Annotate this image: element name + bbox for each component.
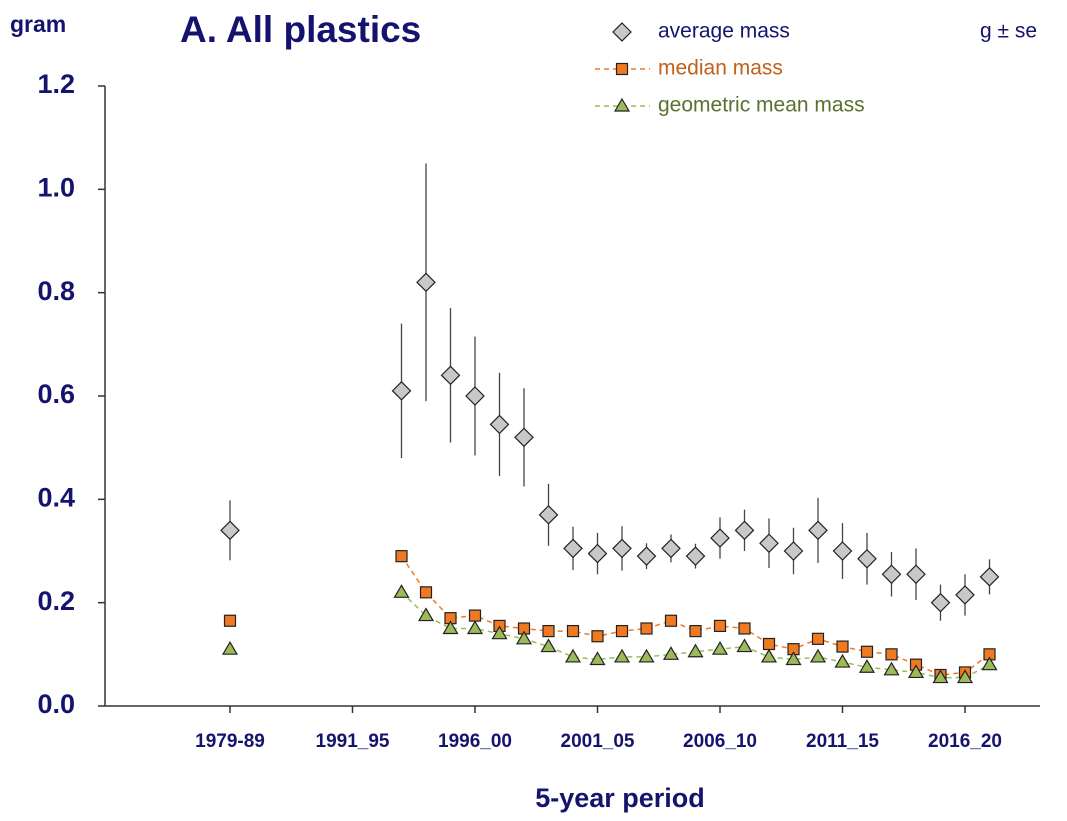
point xyxy=(811,632,825,645)
point xyxy=(636,546,657,567)
point xyxy=(514,427,534,448)
x-tick-label: 2011_15 xyxy=(806,731,879,752)
chart-title: A. All plastics xyxy=(180,9,421,50)
legend-label: median mass xyxy=(658,57,783,80)
point xyxy=(885,648,898,661)
point xyxy=(907,664,925,679)
point xyxy=(515,630,533,645)
point xyxy=(417,607,435,622)
y-tick-label: 0.0 xyxy=(37,689,75,719)
y-tick-label: 1.2 xyxy=(37,69,75,99)
point xyxy=(566,624,580,638)
x-axis-label: 5-year period xyxy=(535,783,705,813)
y-tick-label: 1.0 xyxy=(37,172,75,202)
legend-marker xyxy=(615,62,629,76)
point xyxy=(783,541,804,561)
point xyxy=(932,669,949,684)
point xyxy=(587,543,608,564)
point xyxy=(466,620,484,635)
point xyxy=(710,528,730,548)
point xyxy=(416,272,436,293)
y-axis-label: gram xyxy=(10,11,66,37)
legend-label: geometric mean mass xyxy=(658,94,865,117)
point xyxy=(808,520,828,541)
x-tick-label: 2001_05 xyxy=(561,731,635,752)
x-tick-label: 2006_10 xyxy=(683,731,757,752)
point xyxy=(613,648,631,663)
point xyxy=(956,669,974,684)
point xyxy=(832,541,853,561)
point xyxy=(489,414,510,435)
point xyxy=(393,584,410,598)
point xyxy=(468,609,482,622)
point xyxy=(640,622,653,635)
x-tick-label: 1991_95 xyxy=(316,731,390,752)
point xyxy=(564,648,582,663)
point xyxy=(857,548,877,569)
point xyxy=(662,646,680,660)
x-tick-label: 1979-89 xyxy=(195,731,265,752)
point xyxy=(955,585,975,605)
point xyxy=(221,640,239,655)
point xyxy=(223,614,237,627)
point xyxy=(759,533,779,554)
legend-marker xyxy=(613,97,631,112)
point xyxy=(591,630,604,643)
point xyxy=(981,656,998,671)
y-tick-label: 0.2 xyxy=(37,586,75,616)
point xyxy=(589,651,606,666)
point xyxy=(930,592,951,613)
point xyxy=(860,645,874,658)
point xyxy=(491,625,508,640)
point xyxy=(440,365,461,386)
legend-marker xyxy=(612,22,632,42)
point xyxy=(685,546,706,567)
point xyxy=(538,504,559,525)
point xyxy=(809,648,827,663)
point xyxy=(687,643,704,658)
point xyxy=(906,564,926,585)
point xyxy=(689,624,702,638)
point xyxy=(465,386,485,406)
point xyxy=(661,538,681,559)
point xyxy=(734,520,755,541)
y-tick-label: 0.8 xyxy=(37,276,75,306)
y-tick-label: 0.4 xyxy=(37,482,75,512)
point xyxy=(419,586,433,599)
point xyxy=(442,620,459,635)
x-tick-label: 2016_20 xyxy=(928,731,1002,752)
point xyxy=(540,638,557,653)
point xyxy=(834,653,851,668)
point xyxy=(736,638,753,653)
point xyxy=(612,538,632,559)
point xyxy=(836,640,849,653)
point xyxy=(762,637,776,651)
point xyxy=(858,659,876,673)
point xyxy=(542,624,555,638)
point xyxy=(713,619,727,633)
x-tick-label: 1996_00 xyxy=(438,731,512,752)
point xyxy=(979,566,1000,587)
point xyxy=(615,624,629,638)
point xyxy=(760,648,778,663)
point xyxy=(391,380,412,401)
point xyxy=(711,640,729,655)
point xyxy=(664,614,678,627)
point xyxy=(883,661,900,676)
point xyxy=(395,550,408,563)
point xyxy=(785,651,802,666)
point xyxy=(563,538,583,559)
annotation: g ± se xyxy=(980,20,1037,43)
y-tick-label: 0.6 xyxy=(37,379,75,409)
point xyxy=(738,622,751,635)
point xyxy=(881,564,902,585)
point xyxy=(220,520,240,541)
legend-label: average mass xyxy=(658,20,790,43)
point xyxy=(638,648,655,663)
